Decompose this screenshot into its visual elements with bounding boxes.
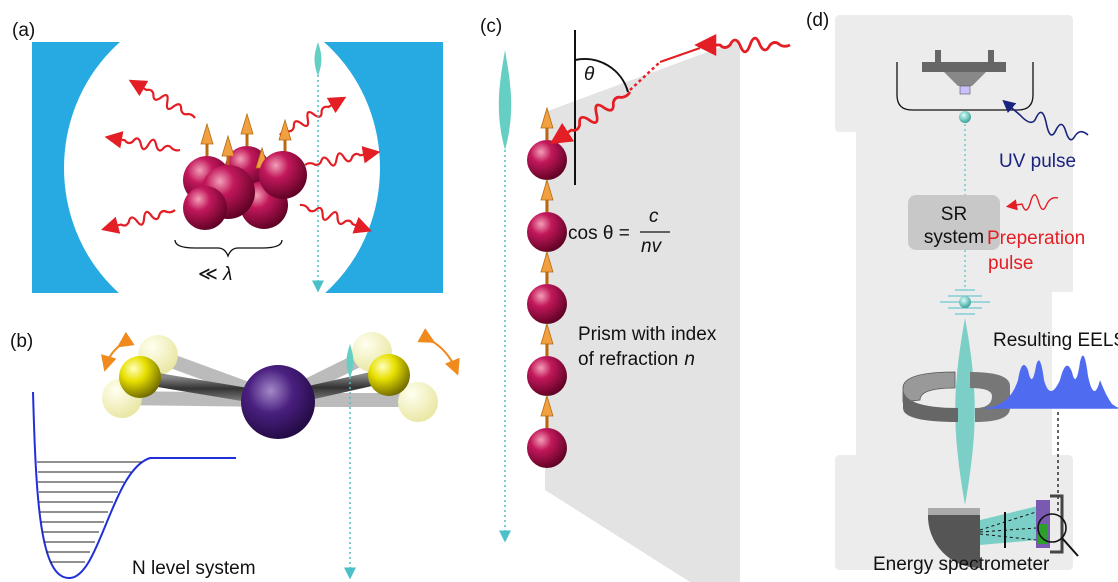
molecule [102,332,456,439]
panel-a: (a) ≪ λ [12,3,443,333]
shape-rect [935,50,941,64]
shape-path [106,344,122,366]
panel-c: (c) θ cos θ = c nv Prism with index of r… [480,16,790,582]
panel-b: (b) N level system [10,331,456,579]
shape-circle [368,354,410,396]
eels-label: Resulting EELS [993,330,1118,351]
shape-circle [527,356,567,396]
shape-circle [241,365,315,439]
shape-circle [119,356,161,398]
microscope-column [835,15,1073,570]
panel-label: (d) [806,10,829,31]
sr-label: system [924,227,984,248]
shape-circle [527,428,567,468]
energy-levels [37,462,142,562]
shape-circle [527,284,567,324]
shape-rect [928,508,980,515]
electron [499,50,511,150]
shape-rect [960,86,970,94]
shape-circle [527,140,567,180]
formula-lhs: cos θ = [568,223,630,244]
spectrometer-label: Energy spectrometer [873,554,1050,575]
shape-circle [959,111,971,123]
panel-label: (b) [10,331,33,352]
panel-d: (d) UV pulse SR system Preperation pulse… [806,10,1118,575]
formula-denominator: nv [641,236,663,257]
sr-label: SR [941,204,967,225]
preparation-label: Preperation [987,228,1085,249]
preparation-label: pulse [988,253,1033,274]
angle-symbol: θ [584,64,595,85]
potential-curve [33,392,236,578]
shape-circle [259,151,307,199]
shape-circle [183,186,227,230]
size-annotation: ≪ λ [198,264,233,285]
prism-caption-text: of refraction [578,349,678,370]
electron [959,296,971,308]
prism-caption: Prism with index [578,324,717,345]
formula-numerator: c [649,206,659,227]
figure: (a) ≪ λ (b) N level system (c) [0,0,1118,582]
caption: N level system [132,558,256,579]
panel-label: (c) [480,16,502,37]
shape-circle [527,212,567,252]
shape-path [430,340,456,370]
shape-rect [988,50,994,64]
shape-rect [922,62,1006,72]
index-symbol: n [684,349,695,370]
prism-caption: of refraction n [578,349,695,370]
uv-pulse-label: UV pulse [999,151,1076,172]
panel-label: (a) [12,20,35,41]
